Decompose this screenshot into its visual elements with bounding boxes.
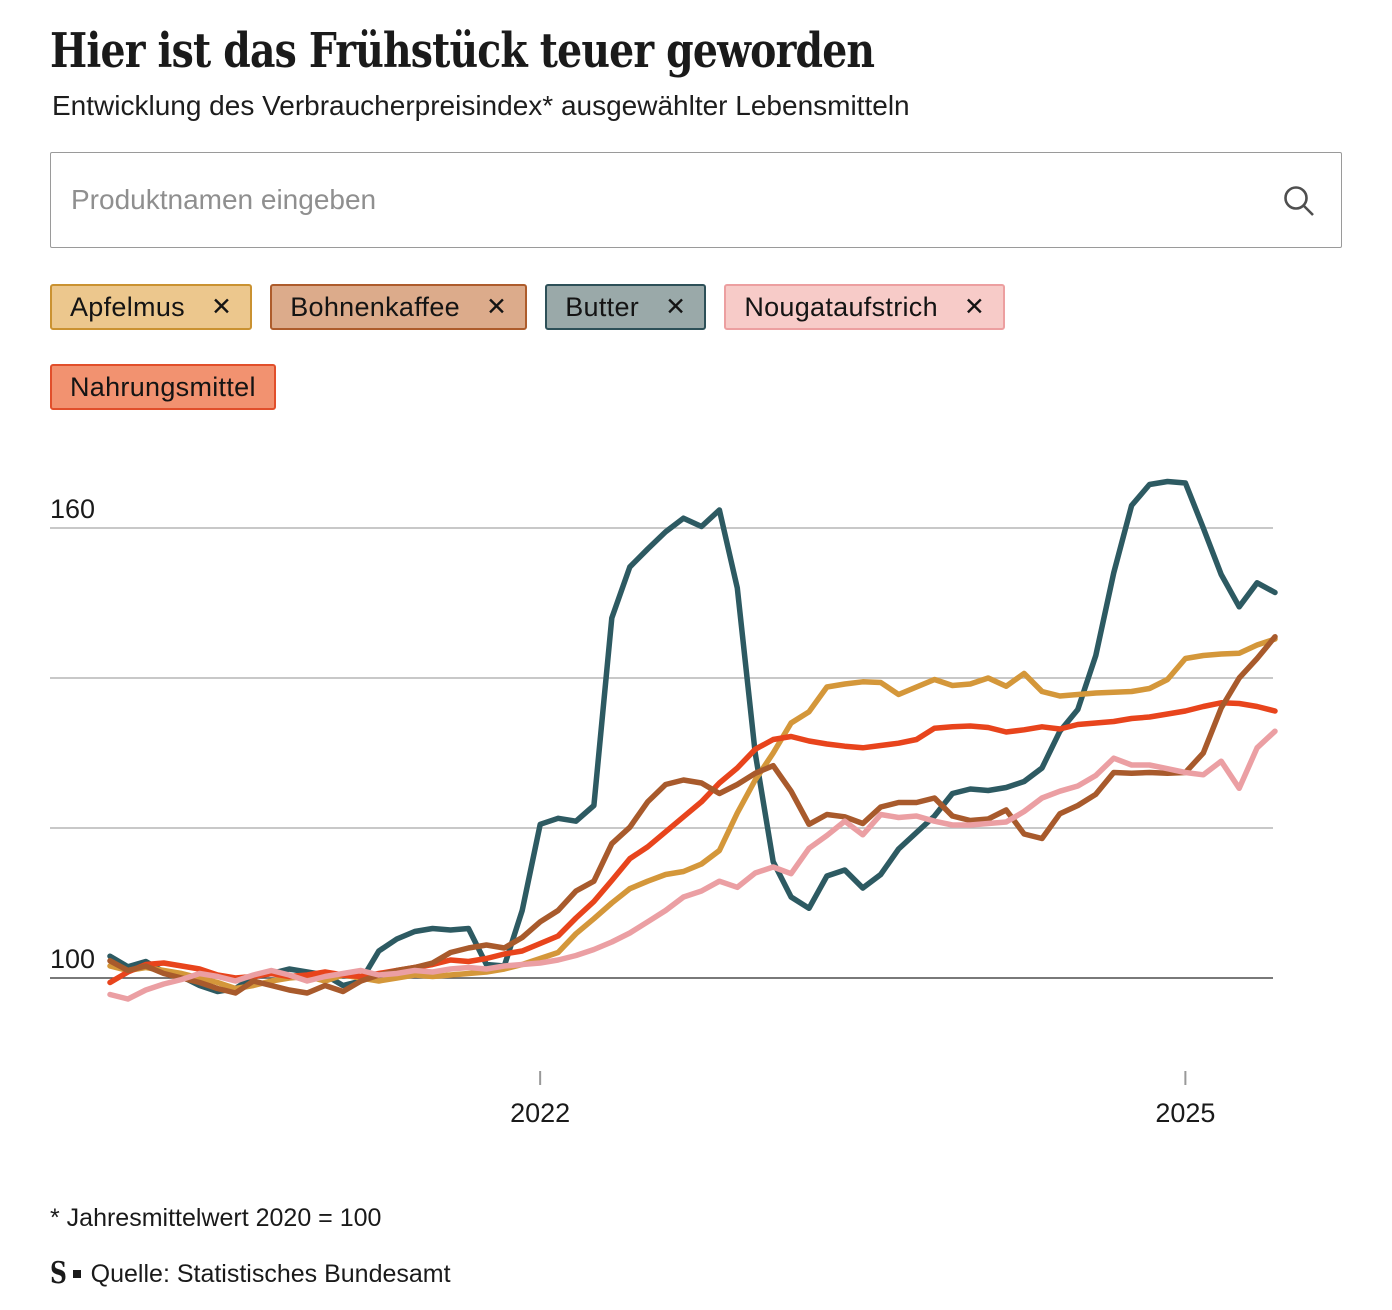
source-line: S Quelle: Statistisches Bundesamt xyxy=(50,1259,1342,1289)
line-nahrungsmittel xyxy=(107,700,1278,986)
filter-chip-nougataufstrich[interactable]: Nougataufstrich ✕ xyxy=(724,284,1006,331)
search-input[interactable] xyxy=(50,152,1342,249)
remove-icon[interactable]: ✕ xyxy=(963,292,986,321)
remove-icon[interactable]: ✕ xyxy=(210,292,233,321)
remove-icon[interactable]: ✕ xyxy=(485,292,508,321)
filter-chip-butter[interactable]: Butter ✕ xyxy=(545,284,707,331)
page-title: Hier ist das Frühstück teuer geworden xyxy=(50,23,875,79)
line-apfelmus xyxy=(107,636,1278,992)
filter-chip-label: Bohnenkaffee xyxy=(290,291,460,322)
page-subtitle: Entwicklung des Verbraucherpreisindex* a… xyxy=(52,90,910,122)
chart-svg[interactable]: 160 100 2022 2025 xyxy=(0,458,1392,1148)
line-butter xyxy=(107,479,1278,995)
y-axis-label: 100 xyxy=(50,944,95,974)
spiegel-logo-dot xyxy=(72,1270,81,1279)
filter-chip-apfelmus[interactable]: Apfelmus ✕ xyxy=(50,284,253,331)
filter-chip-label: Nougataufstrich xyxy=(744,291,938,322)
filter-chip-label: Apfelmus xyxy=(70,291,185,322)
line-bohnenkaffee xyxy=(107,634,1278,997)
filter-chip-nahrungsmittel[interactable]: Nahrungsmittel xyxy=(50,364,276,411)
search-bar xyxy=(50,152,1342,249)
y-axis-label: 160 xyxy=(50,494,95,524)
filter-chip-bohnenkaffee[interactable]: Bohnenkaffee ✕ xyxy=(270,284,528,331)
x-axis-label: 2022 xyxy=(510,1098,570,1128)
search-icon xyxy=(1284,186,1314,217)
x-axis-label: 2025 xyxy=(1155,1098,1215,1128)
spiegel-logo-s: S xyxy=(50,1256,67,1292)
remove-icon[interactable]: ✕ xyxy=(665,292,687,321)
filter-chip-label: Butter xyxy=(565,291,640,322)
line-nougataufstrich xyxy=(107,728,1278,1003)
filter-chips: Apfelmus ✕ Bohnenkaffee ✕ Butter ✕ Nouga… xyxy=(50,284,1342,411)
source-text: Quelle: Statistisches Bundesamt xyxy=(90,1259,451,1288)
chart-footnote: * Jahresmittelwert 2020 = 100 xyxy=(50,1204,382,1233)
spiegel-logo: S xyxy=(50,1259,81,1289)
filter-chip-label: Nahrungsmittel xyxy=(70,371,256,402)
